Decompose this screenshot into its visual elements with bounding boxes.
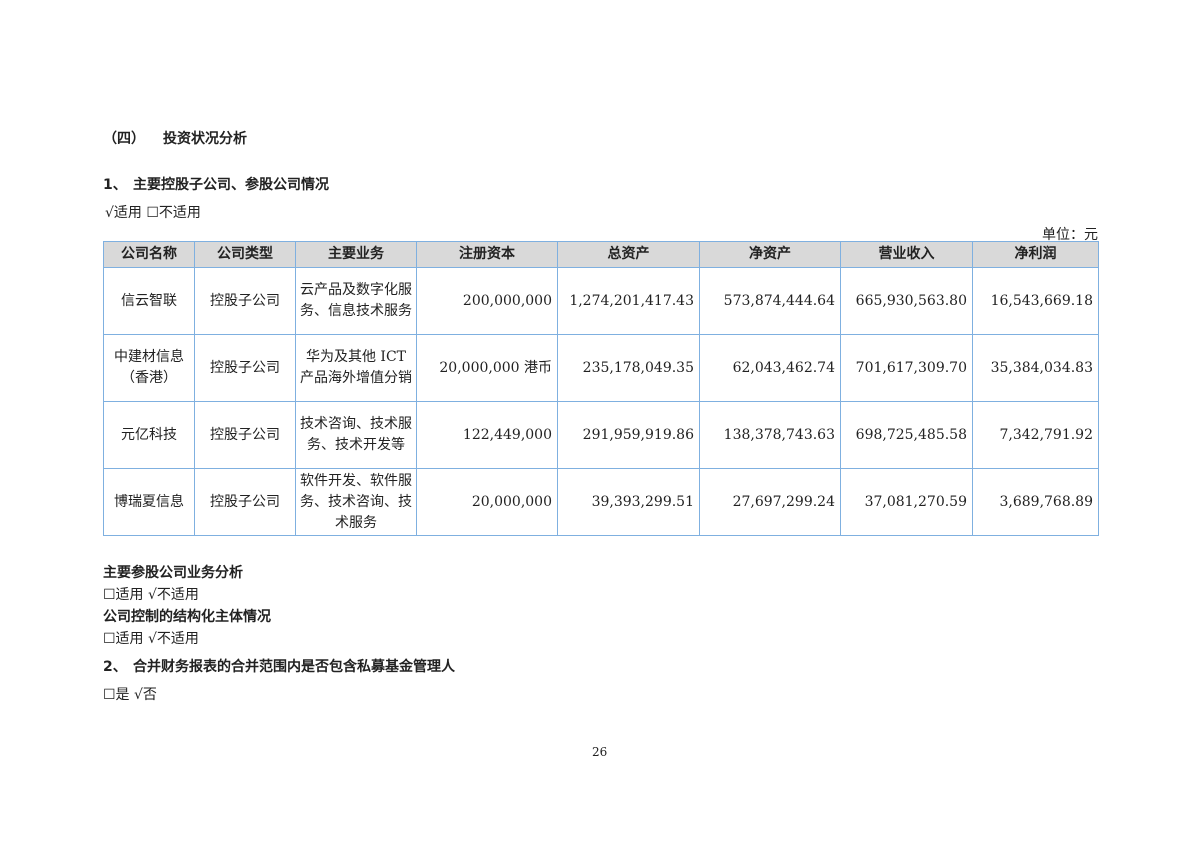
table-cell: 698,725,485.58	[840, 401, 973, 469]
table-header-row: 公司名称 公司类型 主要业务 注册资本 总资产 净资产 营业收入 净利润	[103, 241, 1099, 268]
table-cell: 7,342,791.92	[972, 401, 1099, 469]
table-cell: 37,081,270.59	[840, 468, 973, 536]
table-cell: 291,959,919.86	[557, 401, 700, 469]
table-cell: 573,874,444.64	[699, 267, 841, 335]
table-cell: 1,274,201,417.43	[557, 267, 700, 335]
subsection-title: 合并财务报表的合并范围内是否包含私募基金管理人	[133, 659, 455, 675]
table-row: 元亿科技 控股子公司 技术咨询、技术服务、技术开发等 122,449,000 291,9…	[103, 401, 1099, 469]
table-cell: 信云智联	[103, 267, 195, 335]
applicability-status: ☐适用 √不适用	[103, 631, 199, 647]
table-cell: 技术咨询、技术服务、技术开发等	[295, 401, 417, 469]
table-cell: 701,617,309.70	[840, 334, 973, 402]
table-cell: 665,930,563.80	[840, 267, 973, 335]
table-cell: 控股子公司	[194, 334, 296, 402]
subsection-number: 2、	[103, 659, 127, 675]
applicability-status: ☐适用 √不适用	[103, 587, 199, 603]
table-cell: 35,384,034.83	[972, 334, 1099, 402]
column-header: 主要业务	[295, 241, 417, 268]
column-header: 总资产	[557, 241, 700, 268]
table-cell: 中建材信息（香港）	[103, 334, 195, 402]
table-cell: 云产品及数字化服务、信息技术服务	[295, 267, 417, 335]
table-cell: 20,000,000 港币	[416, 334, 558, 402]
table-cell: 博瑞夏信息	[103, 468, 195, 536]
table-cell: 39,393,299.51	[557, 468, 700, 536]
column-header: 注册资本	[416, 241, 558, 268]
table-row: 中建材信息（香港） 控股子公司 华为及其他 ICT 产品海外增值分销 20,000,0…	[103, 334, 1099, 402]
table-row: 博瑞夏信息 控股子公司 软件开发、软件服务、技术咨询、技术服务 20,000,000 3…	[103, 468, 1099, 536]
column-header: 公司名称	[103, 241, 195, 268]
applicability-status: √适用 ☐不适用	[105, 205, 201, 221]
table-cell: 235,178,049.35	[557, 334, 700, 402]
column-header: 公司类型	[194, 241, 296, 268]
column-header: 净利润	[972, 241, 1099, 268]
structured-entity-title: 公司控制的结构化主体情况	[103, 609, 271, 625]
column-header: 净资产	[699, 241, 841, 268]
table-cell: 控股子公司	[194, 267, 296, 335]
table-cell: 华为及其他 ICT 产品海外增值分销	[295, 334, 417, 402]
page-number: 26	[592, 745, 608, 759]
subsection-number: 1、	[103, 177, 127, 193]
table-cell: 元亿科技	[103, 401, 195, 469]
column-header: 营业收入	[840, 241, 973, 268]
table-cell: 软件开发、软件服务、技术咨询、技术服务	[295, 468, 417, 536]
subsidiary-table: 公司名称 公司类型 主要业务 注册资本 总资产 净资产 营业收入 净利润 信云智联 控股子公司云…	[103, 241, 1099, 536]
unit-label: 单位：元	[1042, 227, 1098, 243]
table-cell: 122,449,000	[416, 401, 558, 469]
table-cell: 16,543,669.18	[972, 267, 1099, 335]
answer-status: ☐是 √否	[103, 687, 157, 703]
table-cell: 20,000,000	[416, 468, 558, 536]
table-cell: 62,043,462.74	[699, 334, 841, 402]
table-cell: 200,000,000	[416, 267, 558, 335]
table-cell: 27,697,299.24	[699, 468, 841, 536]
table-cell: 控股子公司	[194, 401, 296, 469]
section-title: 投资状况分析	[163, 131, 247, 147]
table-cell: 3,689,768.89	[972, 468, 1099, 536]
table-row: 信云智联 控股子公司 云产品及数字化服务、信息技术服务 200,000,000 1,27…	[103, 267, 1099, 335]
analysis-title: 主要参股公司业务分析	[103, 565, 243, 581]
section-number: （四）	[103, 131, 145, 147]
table-cell: 控股子公司	[194, 468, 296, 536]
table-cell: 138,378,743.63	[699, 401, 841, 469]
subsection-title: 主要控股子公司、参股公司情况	[133, 177, 329, 193]
